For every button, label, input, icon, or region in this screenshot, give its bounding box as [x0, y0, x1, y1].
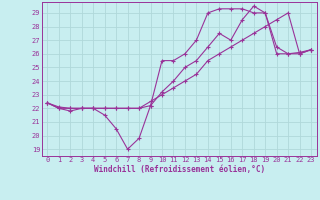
X-axis label: Windchill (Refroidissement éolien,°C): Windchill (Refroidissement éolien,°C) — [94, 165, 265, 174]
